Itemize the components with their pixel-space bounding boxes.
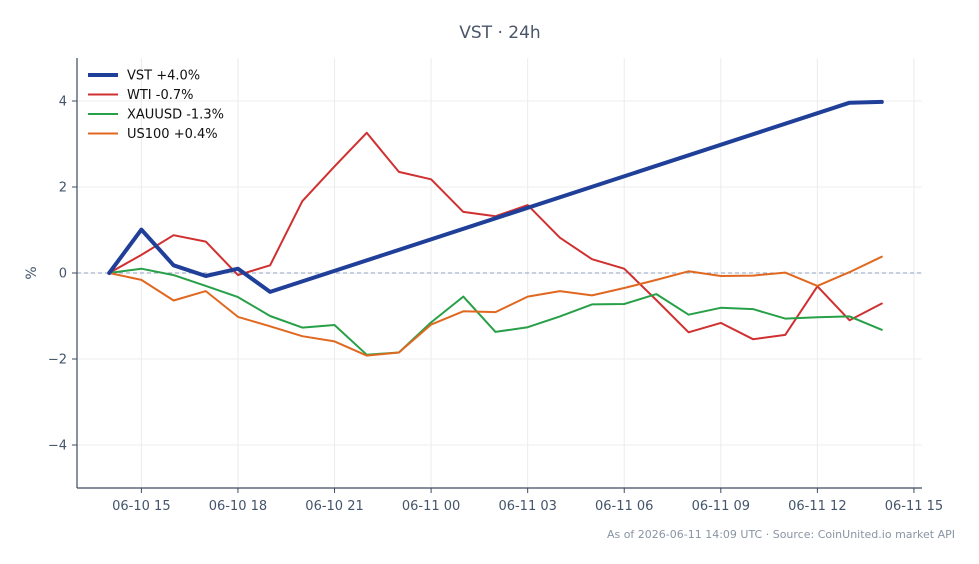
series-line-xauusd: [108, 267, 883, 356]
x-tick-label: 06-11 12: [788, 499, 846, 514]
series-line-wti: [108, 131, 883, 341]
series-line-vst: [107, 99, 884, 294]
x-axis-ticks: 06-10 15 06-10 18 06-10 21 06-11 00 06-11 03…: [112, 488, 943, 514]
x-tick-label: 06-11 06: [595, 499, 653, 514]
y-axis-label: %: [24, 266, 40, 279]
x-tick-label: 06-10 21: [305, 499, 363, 514]
footer-source-note: As of 2026-06-11 14:09 UTC · Source: Coi…: [607, 528, 955, 541]
x-tick-label: 06-10 15: [112, 499, 170, 514]
y-tick-label: 4: [59, 95, 67, 110]
legend-label-us100: US100 +0.4%: [127, 127, 218, 142]
legend-label-wti: WTI -0.7%: [127, 88, 193, 103]
chart-title: VST · 24h: [459, 23, 540, 43]
x-tick-label: 06-11 09: [692, 499, 750, 514]
legend-label-vst: VST +4.0%: [127, 69, 200, 84]
series-line-us100: [108, 255, 883, 357]
legend: VST +4.0% WTI -0.7% XAUUSD -1.3% US100 +0.4…: [88, 69, 224, 142]
x-tick-label: 06-11 03: [498, 499, 556, 514]
y-tick-label: 0: [59, 267, 67, 282]
x-tick-label: 06-10 18: [209, 499, 267, 514]
x-tick-label: 06-11 15: [885, 499, 943, 514]
x-tick-label: 06-11 00: [402, 499, 460, 514]
y-axis-ticks: −4 −2 0 2 4: [48, 95, 77, 454]
y-tick-label: −2: [48, 353, 67, 368]
y-tick-label: 2: [59, 181, 67, 196]
series-layer: [107, 99, 884, 357]
legend-label-xauusd: XAUUSD -1.3%: [127, 108, 224, 123]
y-tick-label: −4: [48, 439, 67, 454]
